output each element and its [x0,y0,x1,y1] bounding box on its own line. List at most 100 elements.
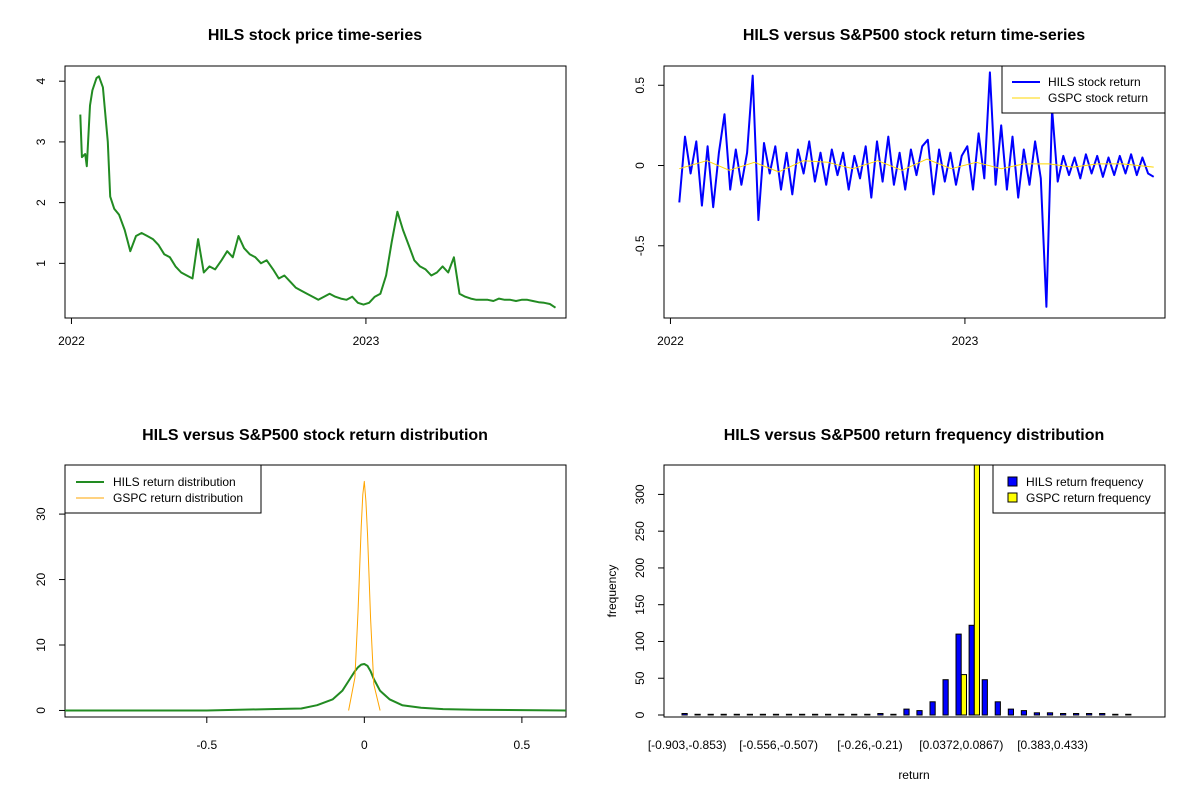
bar [838,713,845,716]
bar [981,679,988,716]
bar [681,713,688,716]
series-line [348,480,381,711]
y-tick-label: 2 [34,199,48,206]
series-layer [678,71,1155,308]
x-tick-label: 2022 [58,334,85,348]
x-tick-label: [-0.26,-0.21) [837,738,902,752]
bar [864,713,871,716]
bar [851,713,858,716]
legend-box [1001,65,1166,114]
legend: HILS return distribution GSPC return dis… [64,464,262,514]
y-tick-label: 10 [34,638,48,652]
series-layer [79,75,557,309]
bar [759,713,766,716]
tick-layer: -0.5 0 0.5 0 10 20 30 [34,507,531,752]
legend-label-hils: HILS return distribution [113,475,236,489]
x-tick-label: 2022 [657,334,684,348]
y-tick-label: 0 [34,707,48,714]
bar [960,674,967,716]
x-tick-label: -0.5 [196,738,217,752]
y-tick-label: 0.5 [633,77,647,94]
chart-title: HILS stock price time-series [208,27,422,44]
bar [1060,713,1067,716]
legend-label-hils: HILS stock return [1048,75,1141,89]
legend: HILS return frequency GSPC return freque… [992,464,1166,514]
panel-return-frequency: HILS versus S&P500 return frequency dist… [605,427,1166,782]
chart-title: HILS versus S&P500 stock return distribu… [142,427,488,444]
bar [903,708,910,716]
x-tick-label: 2023 [952,334,979,348]
y-tick-label: 50 [633,671,647,685]
bar [968,624,975,716]
legend-label-gspc: GSPC return frequency [1026,491,1151,505]
y-tick-label: 0 [633,711,647,718]
x-tick-label: [0.383,0.433) [1017,738,1088,752]
legend-box [992,464,1166,514]
x-tick-label: [0.0372,0.0867) [919,738,1003,752]
y-axis-label: frequency [605,565,619,618]
legend-label-gspc: GSPC return distribution [113,491,243,505]
legend-swatch-gspc [1007,492,1018,503]
bar [1033,712,1041,716]
legend-label-hils: HILS return frequency [1026,475,1143,489]
bar [825,713,832,716]
y-tick-label: 4 [34,78,48,85]
plot-frame [663,65,1166,319]
panel-return-timeseries: HILS versus S&P500 stock return time-ser… [633,27,1166,348]
bar [955,633,962,716]
legend-label-gspc: GSPC stock return [1048,91,1148,105]
y-tick-label: 100 [633,631,647,651]
series-line [679,158,1154,173]
tick-layer: 2022 2023 -0.5 0 0.5 [633,77,979,348]
bar [1073,713,1080,716]
bar [1086,713,1093,716]
y-tick-label: 150 [633,594,647,614]
tick-layer: 2022 2023 1 2 3 4 [34,78,380,348]
plot-frame [64,464,567,718]
bar [994,701,1001,716]
tick-layer: 0 50 100 150 200 250 300 [-0.903,-0.853) [-0.556… [633,484,1088,752]
bar [1020,710,1027,716]
plot-frame [663,464,1166,718]
x-tick-label: 2023 [353,334,380,348]
x-tick-label: 0 [361,738,368,752]
bar [1112,713,1119,716]
y-tick-label: 0 [633,162,647,169]
series-line [678,71,1155,308]
x-tick-label: 0.5 [514,738,531,752]
bar [812,713,819,716]
legend-box [64,464,262,514]
bar [1099,713,1106,716]
x-axis-label: return [898,768,929,782]
series-layer [681,464,1132,716]
bar [733,713,740,716]
plot-frame [64,65,567,319]
chart-title: HILS versus S&P500 return frequency dist… [724,427,1105,444]
bar [720,713,727,716]
y-tick-label: 1 [34,260,48,267]
bar [746,713,753,716]
bar [785,713,793,716]
y-tick-label: 200 [633,558,647,578]
bar [1007,708,1014,716]
series-layer [65,480,567,712]
bar [890,713,897,716]
bar [1046,712,1054,716]
bar [877,713,884,716]
bar [916,710,923,716]
panel-return-distribution: HILS versus S&P500 stock return distribu… [34,427,567,752]
bar [707,713,714,716]
y-tick-label: 3 [34,138,48,145]
bar [1125,713,1132,716]
series-line [65,663,567,712]
series-line [79,75,557,309]
bar [929,701,936,716]
legend: HILS stock return GSPC stock return [1001,65,1166,114]
panel-price-timeseries: HILS stock price time-series 2022 2023 1 2 3… [34,27,567,348]
x-tick-label: [-0.556,-0.507) [739,738,818,752]
bar [942,679,949,716]
chart-title: HILS versus S&P500 stock return time-ser… [743,27,1085,44]
legend-swatch-hils [1007,476,1018,487]
y-tick-label: 20 [34,573,48,587]
